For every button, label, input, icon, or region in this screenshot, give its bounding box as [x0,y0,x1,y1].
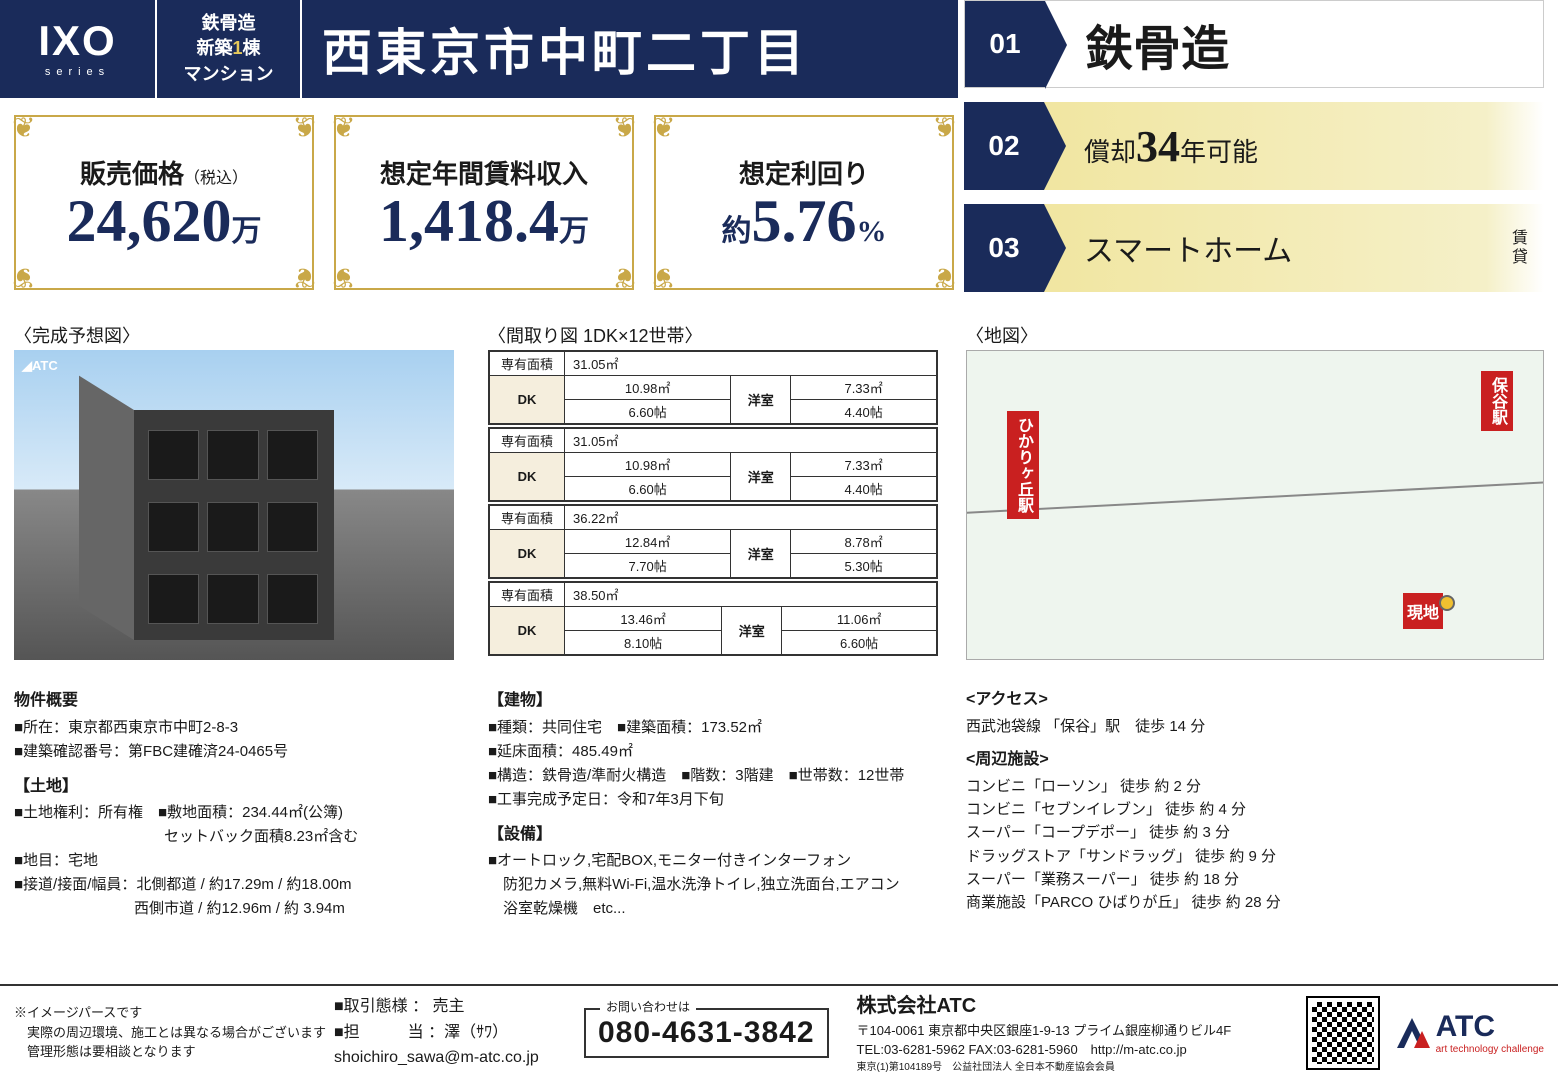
map-station-2: 保谷駅 [1481,371,1513,431]
company-info: 株式会社ATC 〒104-0061 東京都中央区銀座1-9-13 プライム銀座柳… [857,991,1308,1075]
floorplan-table: 専有面積31.05㎡ DK10.98㎡洋室7.33㎡ 6.60帖4.40帖 専有… [488,350,938,658]
info-property: 物件概要 ■所在：東京都西東京市中町2-8-3 ■建築確認番号：第FBC建確済2… [14,678,454,921]
stat-income: ❦❦❦❦ 想定年間賃料収入 1,418.4万 [334,115,634,290]
floorplan-unit: 専有面積31.05㎡ DK10.98㎡洋室7.33㎡ 6.60帖4.40帖 [488,350,938,425]
logo-series: series [45,66,110,78]
feature-2: 02 償却34年可能 [964,102,1544,190]
feature-num-1: 01 [965,1,1045,87]
htag-l2: 新築1棟 [196,36,260,61]
section-label-map: 〈地図〉 [966,322,1038,348]
stat-income-label: 想定年間賃料収入 [380,154,588,191]
header-tag: 鉄骨造 新築1棟 マンション [155,0,300,98]
feature-side-3: 賃 貸 [1512,229,1528,267]
feature-text-1: 鉄骨造 [1045,9,1229,79]
feature-3: 03 スマートホーム 賃 貸 [964,204,1544,292]
location-map: ひかりヶ丘駅 保谷駅 現地 [966,350,1544,660]
tel-label: お問い合わせは [600,998,696,1015]
feature-1: 01 鉄骨造 [964,0,1544,88]
map-station-1: ひかりヶ丘駅 [1007,411,1039,519]
page-title: 西東京市中町二丁目 [300,0,958,98]
floorplan-unit: 専有面積38.50㎡ DK13.46㎡洋室11.06㎡ 8.10帖6.60帖 [488,581,938,656]
stat-price-label: 販売価格 [80,160,184,189]
stat-price: ❦❦❦❦ 販売価格（税込） 24,620万 [14,115,314,290]
floorplan-unit: 専有面積31.05㎡ DK10.98㎡洋室7.33㎡ 6.60帖4.40帖 [488,427,938,502]
building-render: ◢ATC [14,350,454,660]
section-label-render: 〈完成予想図〉 [14,322,140,348]
info-access: <アクセス> 西武池袋線 「保谷」駅 徒歩 14 分 <周辺施設> コンビニ「ロ… [966,678,1544,914]
contact-phone: お問い合わせは 080-4631-3842 [584,1008,829,1058]
contact-agent: ■取引態様 ： 売主 ■担 当 ：澤（ｻﾜ） shoichiro_sawa@m-… [334,994,584,1071]
map-location: 現地 [1403,593,1443,629]
disclaimer: ※イメージパースです 実際の周辺環境、施工とは異なる場合がございます 管理形態は… [14,1003,334,1062]
stat-price-value: 24,620 [67,188,232,254]
brand-logo: IXO series [0,0,155,98]
company-logo: ATCart technology challenge [1392,1010,1544,1055]
stat-income-value: 1,418.4 [379,188,559,254]
feature-num-2: 02 [964,102,1044,190]
feature-num-3: 03 [964,204,1044,292]
render-watermark: ◢ATC [22,358,58,374]
feature-text-2: 償却34年可能 [1044,121,1258,172]
qr-code-icon [1308,998,1378,1068]
info-building: 【建物】 ■種類：共同住宅 ■建築面積：173.52㎡ ■延床面積：485.49… [488,678,938,921]
htag-l1: 鉄骨造 [202,11,256,36]
htag-l3: マンション [184,62,274,87]
stat-yield-value: 5.76 [752,188,857,254]
stat-yield-label: 想定利回り [739,154,869,191]
tel-number: 080-4631-3842 [598,1016,815,1050]
feature-text-3: スマートホーム [1044,226,1292,270]
logo-text: IXO [38,20,116,62]
floorplan-unit: 専有面積36.22㎡ DK12.84㎡洋室8.78㎡ 7.70帖5.30帖 [488,504,938,579]
footer: ※イメージパースです 実際の周辺環境、施工とは異なる場合がございます 管理形態は… [0,984,1558,1079]
stat-yield: ❦❦❦❦ 想定利回り 約5.76% [654,115,954,290]
map-location-dot [1439,595,1455,611]
section-label-floorplan: 〈間取り図 1DK×12世帯〉 [488,322,703,348]
